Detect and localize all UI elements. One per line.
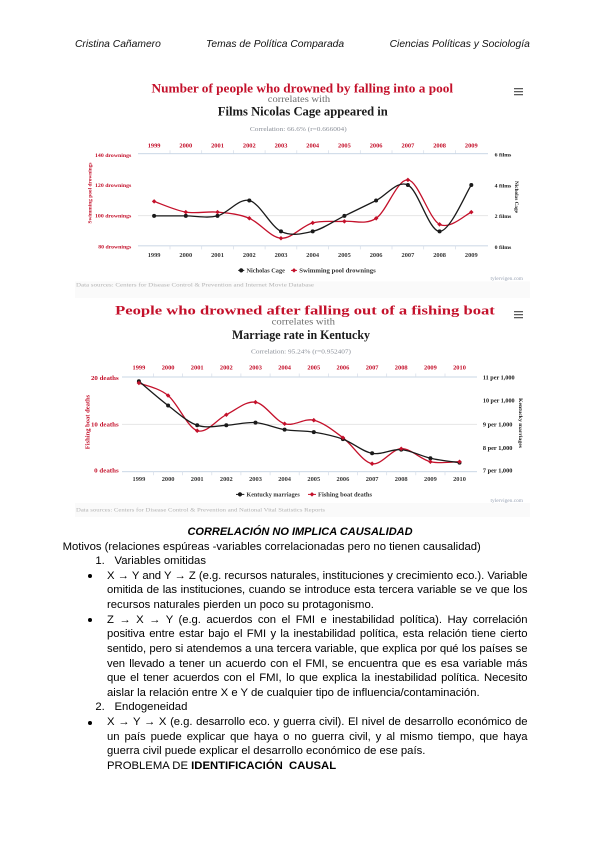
svg-text:80 drownings: 80 drownings [98,245,132,251]
svg-text:Data sources: Centers for Dise: Data sources: Centers for Disease Contro… [76,507,325,514]
svg-text:2006: 2006 [337,364,351,371]
svg-text:1999: 1999 [133,364,146,371]
svg-text:2003: 2003 [249,476,262,483]
svg-text:2009: 2009 [424,476,437,483]
svg-text:140 drownings: 140 drownings [95,153,132,159]
svg-text:2002: 2002 [243,143,256,150]
svg-text:2005: 2005 [338,252,351,259]
svg-text:2008: 2008 [433,252,446,259]
svg-text:Nicholas Cage: Nicholas Cage [247,269,286,275]
svg-text:2004: 2004 [278,364,292,371]
svg-text:2000: 2000 [162,364,175,371]
svg-text:Nicholas Cage: Nicholas Cage [513,181,519,214]
svg-text:10 deaths: 10 deaths [91,422,119,428]
svg-text:2008: 2008 [433,143,446,150]
svg-text:2001: 2001 [191,476,204,483]
svg-text:7 per 1,000: 7 per 1,000 [483,468,513,474]
svg-text:2007: 2007 [366,364,380,371]
svg-text:Kentucky marriages: Kentucky marriages [517,398,523,449]
svg-text:6 films: 6 films [495,152,512,158]
svg-text:100 drownings: 100 drownings [95,213,132,219]
svg-text:2008: 2008 [395,476,408,483]
svg-text:Correlation: 95.24% (r=0.95240: Correlation: 95.24% (r=0.952407) [251,348,351,355]
svg-text:2000: 2000 [179,143,192,150]
svg-text:20 deaths: 20 deaths [91,376,119,382]
svg-text:2003: 2003 [249,364,262,371]
svg-text:2009: 2009 [465,252,478,259]
svg-text:2004: 2004 [306,252,320,259]
svg-text:2001: 2001 [211,143,224,150]
svg-text:0 films: 0 films [495,245,512,251]
svg-text:2005: 2005 [338,143,351,150]
svg-text:120 drownings: 120 drownings [95,183,132,189]
svg-text:2002: 2002 [220,476,233,483]
svg-text:1999: 1999 [148,252,161,259]
svg-text:Films Nicolas Cage appeared in: Films Nicolas Cage appeared in [218,104,388,118]
svg-text:Marriage rate in Kentucky: Marriage rate in Kentucky [232,328,371,342]
svg-text:Correlation: 66.6% (r=0.666004: Correlation: 66.6% (r=0.666004) [250,126,347,133]
svg-text:2002: 2002 [243,252,256,259]
svg-text:Swimming pool drownings: Swimming pool drownings [88,163,94,224]
svg-text:2008: 2008 [395,364,408,371]
svg-text:2005: 2005 [307,476,320,483]
svg-text:2010: 2010 [453,476,466,483]
svg-text:4 films: 4 films [495,183,512,189]
svg-text:correlates with: correlates with [272,317,336,327]
svg-text:0 deaths: 0 deaths [94,469,119,475]
svg-text:correlates with: correlates with [268,94,331,104]
svg-text:2006: 2006 [337,476,351,483]
svg-text:11 per 1,000: 11 per 1,000 [483,375,515,381]
svg-text:2001: 2001 [211,252,224,259]
svg-text:1999: 1999 [133,476,146,483]
svg-text:2009: 2009 [465,143,478,150]
svg-text:2 films: 2 films [495,214,512,220]
svg-text:1999: 1999 [148,143,161,150]
svg-text:2000: 2000 [179,252,192,259]
svg-text:Kentucky marriages: Kentucky marriages [247,493,301,499]
svg-text:2010: 2010 [453,364,466,371]
svg-text:2006: 2006 [370,252,384,259]
svg-text:2004: 2004 [306,143,320,150]
svg-text:9 per 1,000: 9 per 1,000 [483,422,513,428]
svg-text:2002: 2002 [220,364,233,371]
svg-text:2007: 2007 [402,143,416,150]
svg-text:2006: 2006 [370,143,384,150]
svg-text:People who drowned after falli: People who drowned after falling out of … [115,303,496,318]
svg-text:10 per 1,000: 10 per 1,000 [483,399,515,405]
svg-text:tylervigen.com: tylervigen.com [491,276,524,282]
svg-text:2004: 2004 [278,476,292,483]
svg-text:8 per 1,000: 8 per 1,000 [483,446,513,452]
svg-text:Fishing boat deaths: Fishing boat deaths [318,493,373,499]
svg-text:2003: 2003 [275,143,288,150]
svg-text:Number of people who drowned b: Number of people who drowned by falling … [152,82,454,96]
svg-text:2005: 2005 [307,364,320,371]
svg-text:Data sources: Centers for Dise: Data sources: Centers for Disease Contro… [76,281,315,288]
svg-text:Swimming pool drownings: Swimming pool drownings [299,269,376,275]
svg-text:2001: 2001 [191,364,204,371]
svg-text:tylervigen.com: tylervigen.com [491,498,524,504]
svg-text:2009: 2009 [424,364,437,371]
svg-text:Fishing boat deaths: Fishing boat deaths [85,394,91,449]
svg-text:2003: 2003 [275,252,288,259]
svg-text:2007: 2007 [366,476,380,483]
svg-text:2007: 2007 [402,252,416,259]
svg-text:2000: 2000 [162,476,175,483]
